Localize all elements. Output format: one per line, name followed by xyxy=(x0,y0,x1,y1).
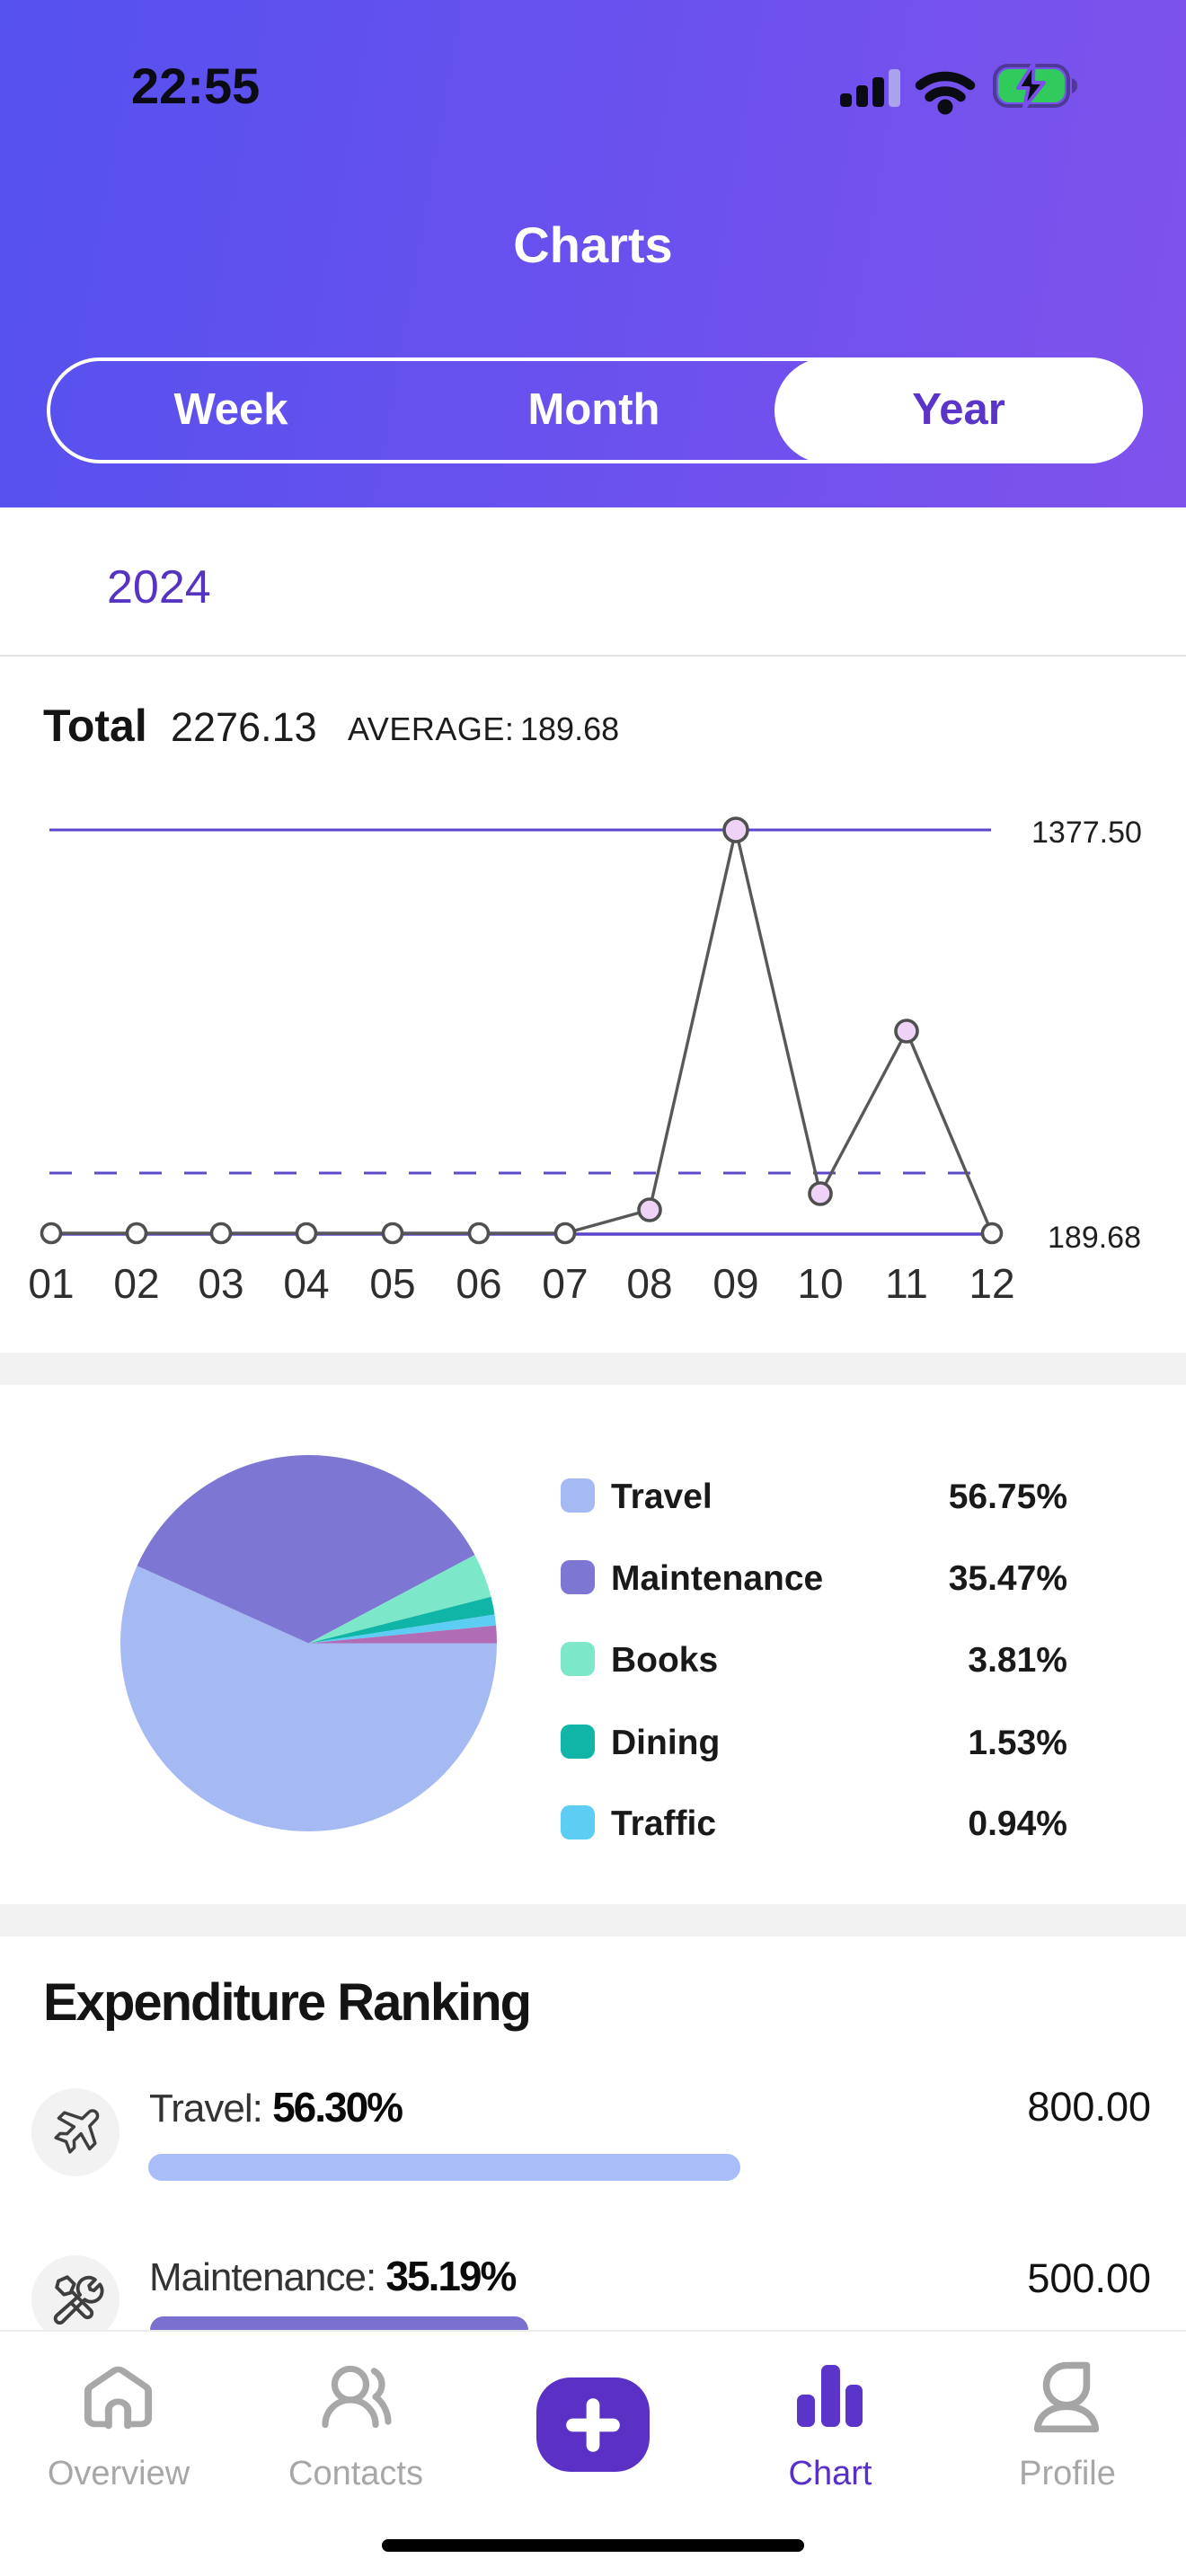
svg-text:06: 06 xyxy=(456,1260,501,1307)
svg-text:10: 10 xyxy=(797,1260,843,1307)
svg-text:11: 11 xyxy=(885,1260,928,1307)
svg-text:12: 12 xyxy=(969,1260,1014,1307)
svg-text:1377.50: 1377.50 xyxy=(1031,816,1142,850)
svg-text:09: 09 xyxy=(712,1260,758,1307)
svg-text:04: 04 xyxy=(283,1260,329,1307)
svg-text:02: 02 xyxy=(113,1260,159,1307)
svg-text:01: 01 xyxy=(28,1260,74,1307)
svg-text:07: 07 xyxy=(542,1260,588,1307)
svg-text:03: 03 xyxy=(198,1260,243,1307)
svg-text:189.68: 189.68 xyxy=(1048,1221,1141,1255)
svg-text:08: 08 xyxy=(626,1260,672,1307)
svg-text:05: 05 xyxy=(369,1260,415,1307)
